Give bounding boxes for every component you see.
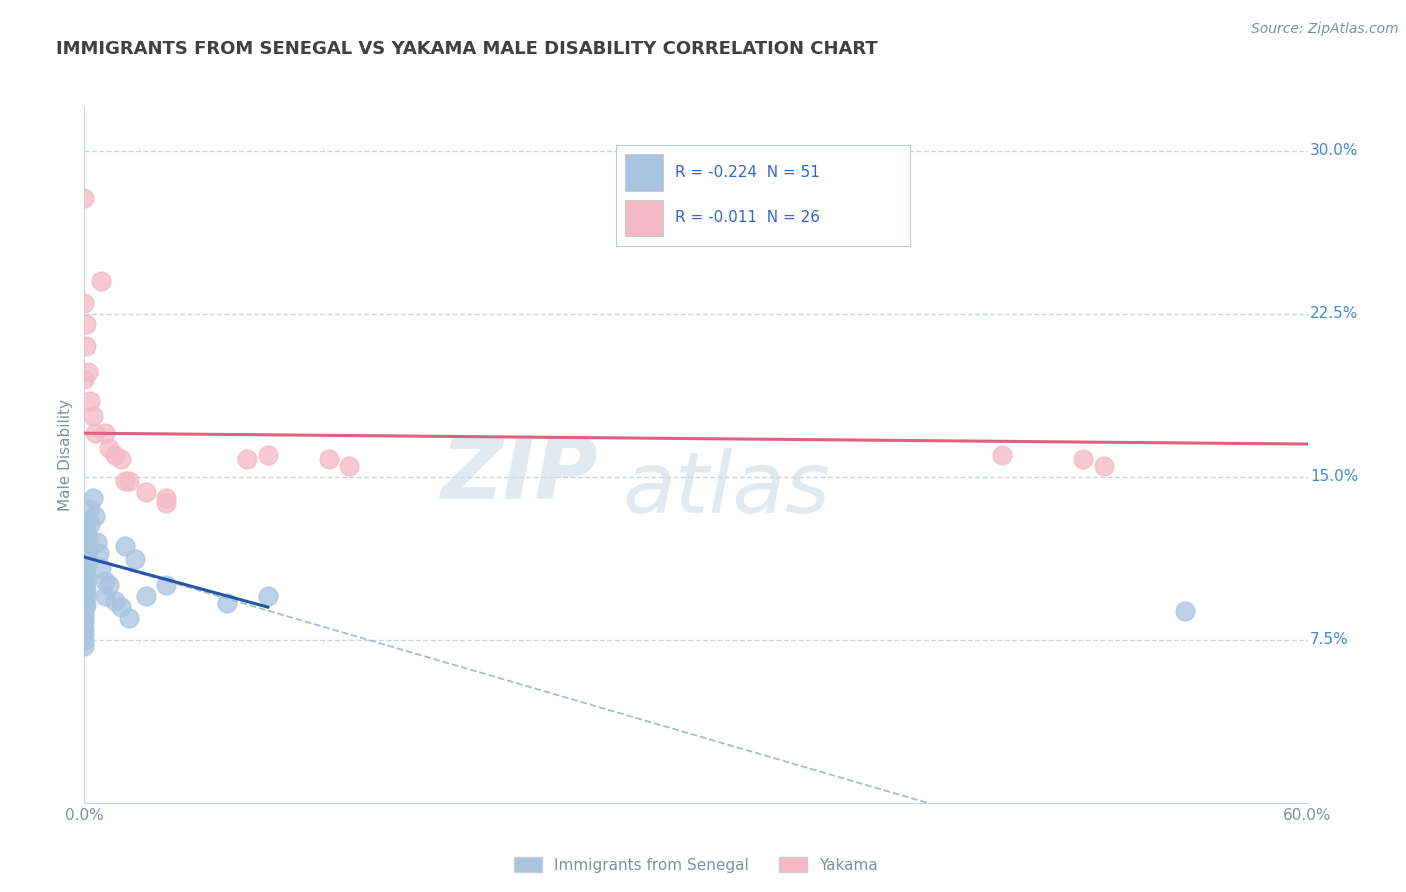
Text: R = -0.011  N = 26: R = -0.011 N = 26 [675, 211, 820, 226]
Point [118, 611, 141, 625]
Point [73, 611, 96, 625]
Point [97, 578, 120, 592]
Point [124, 552, 146, 566]
Point [73, 587, 96, 601]
Bar [626, 154, 664, 191]
Bar [626, 200, 664, 236]
Text: 30.0%: 30.0% [1310, 143, 1358, 158]
Point [75, 339, 97, 353]
Point [79, 517, 101, 532]
Point [75, 550, 97, 565]
Point [114, 539, 136, 553]
Point [75, 524, 97, 538]
Point [73, 578, 96, 592]
Point [1174, 605, 1197, 619]
Point [104, 448, 127, 462]
Point [93, 589, 115, 603]
Point [93, 574, 115, 588]
Point [73, 622, 96, 636]
Point [73, 533, 96, 547]
Point [83, 508, 105, 523]
Point [1092, 458, 1115, 473]
Point [90, 561, 112, 575]
Text: atlas: atlas [623, 448, 831, 532]
Point [73, 517, 96, 532]
Point [155, 578, 177, 592]
Point [73, 607, 96, 621]
Point [114, 474, 136, 488]
Point [73, 295, 96, 310]
Point [991, 448, 1014, 462]
Point [104, 593, 127, 607]
Text: ZIP: ZIP [440, 434, 598, 517]
Point [110, 600, 132, 615]
Point [77, 554, 100, 568]
Point [73, 615, 96, 630]
Point [73, 191, 96, 205]
Point [135, 589, 157, 603]
Point [77, 531, 100, 545]
Text: Source: ZipAtlas.com: Source: ZipAtlas.com [1251, 22, 1399, 37]
Point [75, 558, 97, 573]
Point [75, 318, 97, 332]
Point [73, 582, 96, 597]
Point [75, 589, 97, 603]
Point [77, 543, 100, 558]
Point [79, 393, 101, 408]
Point [75, 598, 97, 612]
Point [90, 274, 112, 288]
Text: IMMIGRANTS FROM SENEGAL VS YAKAMA MALE DISABILITY CORRELATION CHART: IMMIGRANTS FROM SENEGAL VS YAKAMA MALE D… [56, 40, 877, 58]
Point [77, 513, 100, 527]
Point [257, 589, 280, 603]
Point [73, 593, 96, 607]
Point [110, 452, 132, 467]
Text: 7.5%: 7.5% [1310, 632, 1348, 648]
Point [1071, 452, 1094, 467]
Text: R = -0.224  N = 51: R = -0.224 N = 51 [675, 165, 820, 180]
Point [79, 502, 101, 516]
Point [155, 496, 177, 510]
Point [82, 491, 104, 506]
Point [257, 448, 280, 462]
Point [73, 372, 96, 386]
Point [86, 535, 108, 549]
Point [155, 491, 177, 506]
Point [83, 426, 105, 441]
Point [236, 452, 259, 467]
Point [73, 600, 96, 615]
Point [77, 365, 100, 379]
Y-axis label: Male Disability: Male Disability [58, 399, 73, 511]
Point [97, 442, 120, 456]
Point [75, 576, 97, 591]
Legend: Immigrants from Senegal, Yakama: Immigrants from Senegal, Yakama [508, 850, 884, 879]
Point [73, 632, 96, 647]
Point [339, 458, 360, 473]
Point [73, 557, 96, 571]
Point [73, 572, 96, 586]
Point [82, 409, 104, 423]
Point [217, 596, 239, 610]
Point [318, 452, 340, 467]
Point [75, 539, 97, 553]
Point [75, 567, 97, 582]
Point [73, 639, 96, 653]
Point [73, 546, 96, 560]
Point [135, 484, 157, 499]
Text: 22.5%: 22.5% [1310, 306, 1358, 321]
Point [73, 626, 96, 640]
Text: 15.0%: 15.0% [1310, 469, 1358, 484]
Point [118, 474, 141, 488]
Point [73, 563, 96, 577]
Point [93, 426, 115, 441]
Point [75, 582, 97, 597]
Point [87, 546, 110, 560]
